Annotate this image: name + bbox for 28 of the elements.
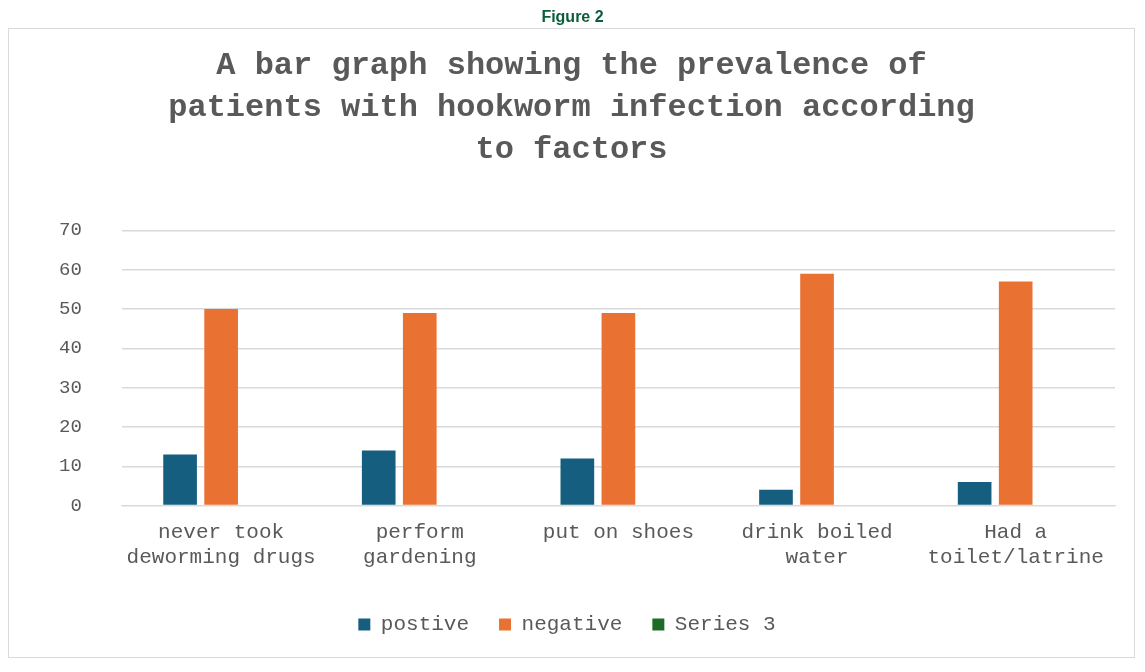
bar <box>204 309 238 505</box>
x-tick-label: perform gardening <box>363 520 477 569</box>
bar <box>361 450 396 505</box>
y-tick-label: 0 <box>70 494 82 517</box>
chart-title: A bar graph showing the prevalence of patients with hookworm infection according to factors <box>167 46 976 170</box>
legend-label: negative <box>521 613 623 637</box>
y-tick-label: 20 <box>58 416 82 438</box>
bar <box>800 273 834 505</box>
legend-label: postive <box>380 613 470 637</box>
x-tick-label: put on shoes <box>542 520 695 544</box>
bar <box>163 454 197 505</box>
y-tick-label: 60 <box>58 258 82 281</box>
bar <box>402 312 437 505</box>
y-tick-label: 70 <box>58 219 82 242</box>
y-tick-label: 50 <box>58 298 82 321</box>
bar <box>998 281 1033 505</box>
x-tick-label: drink boiled water <box>741 520 893 569</box>
y-tick-label: 40 <box>58 337 82 360</box>
legend-label: Series 3 <box>674 613 776 637</box>
y-tick-label: 10 <box>58 455 82 478</box>
bar <box>560 458 595 505</box>
x-tick-label: never took deworming drugs <box>126 520 316 569</box>
bar <box>957 482 992 505</box>
bar <box>601 312 636 505</box>
caption: Figure 2 <box>540 8 605 27</box>
bar <box>759 489 793 505</box>
y-tick-label: 30 <box>58 376 82 399</box>
x-tick-label: Had a toilet/latrine <box>927 520 1104 569</box>
